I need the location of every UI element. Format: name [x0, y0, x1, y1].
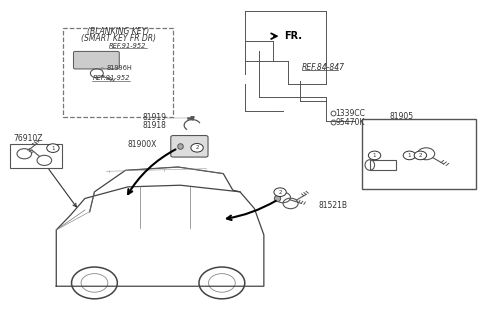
Text: 81918: 81918: [142, 121, 166, 130]
Text: 95470K: 95470K: [336, 118, 365, 127]
Circle shape: [414, 151, 427, 160]
Text: 1: 1: [373, 153, 376, 158]
Bar: [63, 28, 173, 117]
Circle shape: [274, 188, 286, 196]
Text: (SMART KEY FR DR): (SMART KEY FR DR): [81, 34, 156, 43]
Text: 1339CC: 1339CC: [336, 109, 365, 118]
Text: 2: 2: [419, 153, 422, 158]
Text: REF.84-847: REF.84-847: [302, 63, 345, 72]
Bar: [370, 160, 396, 170]
Text: (BLANKING KEY): (BLANKING KEY): [87, 27, 149, 36]
Bar: [362, 119, 476, 188]
Text: 2: 2: [195, 145, 199, 150]
Circle shape: [47, 144, 59, 152]
FancyBboxPatch shape: [73, 51, 119, 69]
Circle shape: [403, 151, 416, 160]
Text: 81521B: 81521B: [319, 201, 348, 210]
Bar: [10, 144, 61, 168]
Text: 81919: 81919: [142, 114, 166, 123]
Text: 1: 1: [51, 146, 55, 151]
Text: 2: 2: [278, 190, 282, 195]
Text: 81900X: 81900X: [127, 140, 156, 149]
Text: REF.91-952: REF.91-952: [109, 43, 146, 49]
Text: 76910Z: 76910Z: [13, 134, 42, 143]
FancyBboxPatch shape: [171, 136, 208, 157]
Text: 81996H: 81996H: [107, 65, 132, 70]
Text: 1: 1: [408, 153, 411, 158]
Circle shape: [191, 144, 203, 152]
Circle shape: [368, 151, 381, 160]
Text: REF.91-952: REF.91-952: [93, 75, 130, 81]
Text: FR.: FR.: [284, 31, 302, 41]
Text: 81905: 81905: [389, 112, 413, 121]
